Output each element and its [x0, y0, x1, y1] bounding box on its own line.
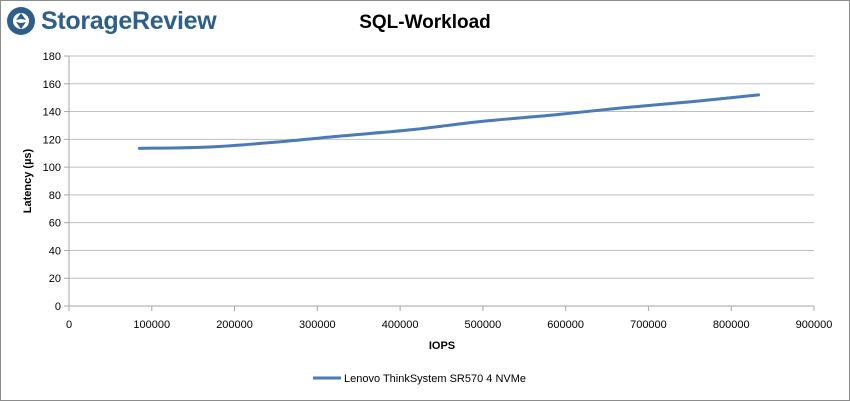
x-tick-label: 200000 [216, 319, 253, 331]
x-tick-label: 900000 [796, 319, 833, 331]
y-tick-label: 80 [49, 190, 61, 202]
axes [64, 55, 815, 311]
y-tick-label: 180 [43, 51, 61, 63]
series-line [137, 93, 761, 150]
y-tick-label: 140 [43, 107, 61, 119]
x-tick-label: 100000 [133, 319, 170, 331]
y-tick-label: 60 [49, 218, 61, 230]
y-tick-labels: 0 20 40 60 80 100 120 140 160 180 [43, 51, 61, 313]
grid-lines [69, 55, 814, 279]
y-tick-label: 0 [55, 301, 61, 313]
series-lines [137, 93, 761, 150]
x-tick-labels: 0 100000 200000 300000 400000 500000 600000 700… [66, 319, 832, 331]
x-tick-label: 700000 [630, 319, 667, 331]
chart-title: SQL-Workload [359, 12, 491, 33]
x-tick-label: 400000 [382, 319, 419, 331]
y-tick-label: 100 [43, 162, 61, 174]
y-tick-label: 40 [49, 245, 61, 257]
x-tick-label: 800000 [713, 319, 750, 331]
y-tick-label: 160 [43, 79, 61, 91]
legend-label: Lenovo ThinkSystem SR570 4 NVMe [344, 373, 526, 385]
storagereview-logo-icon [7, 7, 35, 35]
y-axis-title: Latency (µs) [22, 148, 34, 213]
y-tick-label: 120 [43, 134, 61, 146]
y-tick-label: 20 [49, 273, 61, 285]
x-tick-label: 0 [66, 319, 72, 331]
x-tick-label: 300000 [299, 319, 336, 331]
storagereview-logo: StorageReview [6, 6, 217, 36]
brand-name: StorageReview [41, 6, 217, 35]
x-axis-title: IOPS [429, 340, 455, 352]
x-tick-label: 500000 [465, 319, 502, 331]
x-tick-label: 600000 [547, 319, 584, 331]
legend: Lenovo ThinkSystem SR570 4 NVMe [313, 373, 526, 385]
